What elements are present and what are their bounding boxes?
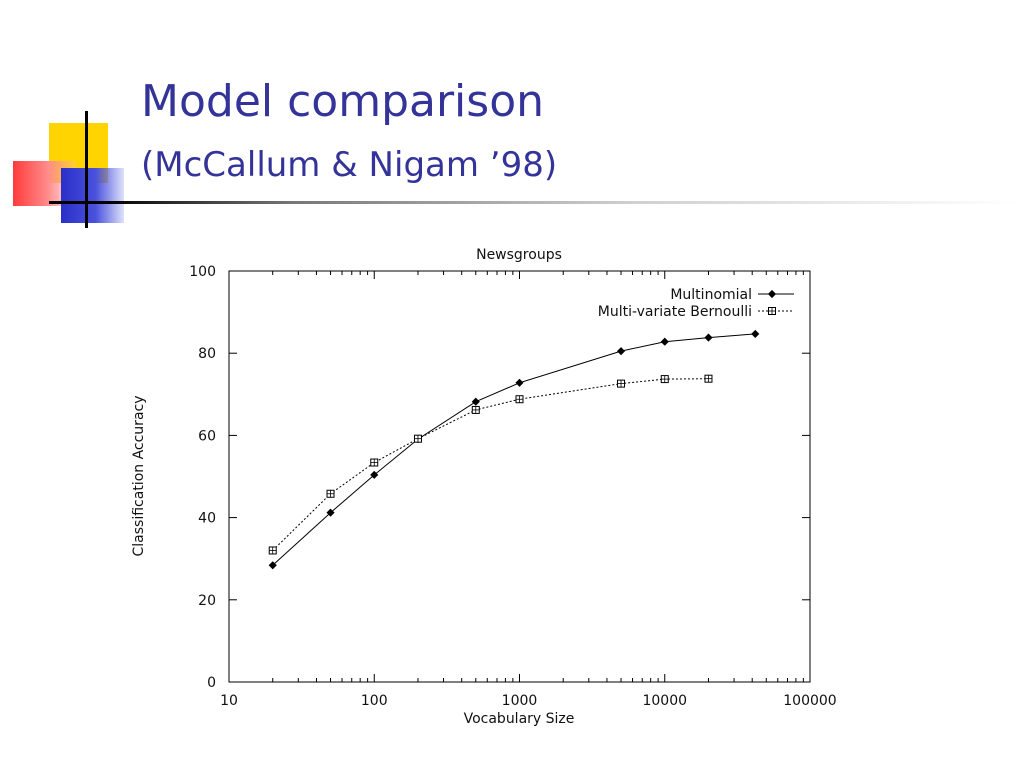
- y-tick-label: 60: [198, 428, 216, 444]
- y-axis-label: Classification Accuracy: [131, 396, 147, 557]
- y-tick-label: 40: [198, 511, 216, 527]
- x-tick-label: 100: [361, 693, 388, 709]
- data-point: [326, 489, 335, 498]
- x-axis: 10 100 1000 10000 100000: [220, 271, 837, 709]
- legend-label: Multinomial: [670, 287, 752, 303]
- x-tick-label: 100000: [783, 693, 836, 709]
- x-tick-label: 1000: [502, 693, 538, 709]
- x-tick-label: 10: [220, 693, 238, 709]
- series-line: [272, 333, 756, 566]
- decor-blue-square: [61, 168, 124, 223]
- data-point: [616, 347, 626, 356]
- x-axis-label: Vocabulary Size: [464, 711, 575, 727]
- data-point: [660, 337, 669, 346]
- chart-title: Newsgroups: [476, 247, 562, 263]
- data-point: [413, 434, 422, 443]
- series-1: [268, 329, 760, 570]
- data-point: [617, 379, 626, 388]
- data-point: [370, 458, 379, 467]
- data-point: [370, 470, 379, 479]
- data-point: [767, 289, 777, 299]
- series-layer: [268, 329, 760, 570]
- data-point: [751, 329, 760, 338]
- slide-title: Model comparison: [141, 76, 545, 127]
- series-line: [272, 378, 709, 551]
- data-point: [268, 546, 277, 555]
- y-tick-label: 80: [198, 346, 216, 362]
- x-tick-label: 10000: [642, 693, 687, 709]
- data-point: [704, 374, 713, 383]
- legend-label: Multi-variate Bernoulli: [598, 304, 752, 320]
- data-point: [471, 397, 480, 406]
- decor-horizontal-rule: [49, 201, 1019, 204]
- plot-frame: [228, 270, 811, 683]
- y-tick-label: 20: [198, 593, 216, 609]
- data-point: [326, 508, 335, 517]
- y-tick-label: 100: [189, 264, 216, 280]
- y-axis: 0 20 40 60 80 100: [189, 264, 810, 691]
- data-point: [268, 561, 277, 570]
- data-point: [660, 375, 669, 384]
- slide-subtitle: (McCallum & Nigam ’98): [141, 145, 558, 185]
- y-tick-label: 0: [207, 675, 216, 691]
- series-2: [268, 374, 713, 555]
- data-point: [471, 405, 480, 414]
- decor-vertical-line: [85, 111, 88, 228]
- data-point: [704, 333, 713, 342]
- data-point: [515, 395, 524, 404]
- data-point: [515, 378, 524, 387]
- data-point: [768, 307, 776, 315]
